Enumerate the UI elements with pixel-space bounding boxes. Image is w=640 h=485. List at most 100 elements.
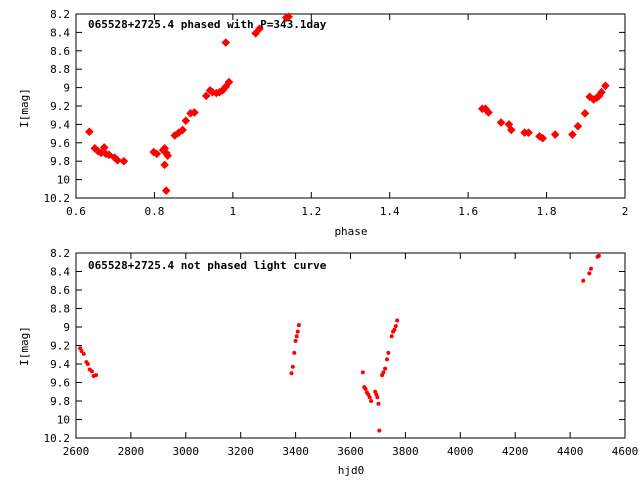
x-tick-label: 1.8 [537, 205, 557, 218]
data-point [369, 399, 374, 403]
data-point [360, 370, 365, 375]
x-tick-label: 2800 [118, 445, 145, 458]
data-point [389, 334, 394, 339]
data-point [367, 395, 372, 400]
data-point [377, 428, 382, 433]
y-tick-label: 9.2 [50, 340, 70, 353]
phased-light-curve-panel: 8.2 8.4 8.6 8.8 9 9.2 9.4 9.6 9.8 10 10.2 0.6 0.8 1 1… [18, 8, 628, 238]
data-point [293, 338, 298, 343]
data-point [393, 324, 398, 329]
x-tick-label: 1.6 [458, 205, 478, 218]
x-axis-label: hjd0 [338, 464, 365, 477]
data-point [580, 109, 590, 118]
x-tick-label: 0.6 [66, 205, 86, 218]
x-tick-label: 3800 [392, 445, 419, 458]
y-tick-label: 9.6 [50, 377, 70, 390]
data-point [597, 87, 606, 97]
data-point [81, 351, 86, 356]
data-point [190, 108, 199, 117]
data-point [161, 186, 171, 195]
data-point [221, 38, 231, 47]
data-point [601, 81, 610, 91]
x-axis-label: phase [334, 225, 367, 238]
y-tick-label: 8.8 [50, 63, 70, 76]
y-tick-label: 9.8 [50, 155, 70, 168]
y-tick-label: 8.6 [50, 284, 70, 297]
plot-frame [75, 13, 626, 199]
y-tick-label: 8.2 [50, 8, 70, 21]
data-point [568, 130, 577, 139]
x-tick-label: 3600 [337, 445, 364, 458]
plot-frame [75, 252, 626, 439]
data-point [290, 364, 295, 369]
data-points [85, 12, 610, 195]
data-point [596, 253, 601, 258]
y-tick-label: 8.4 [50, 26, 70, 39]
y-axis-ticks: 8.2 8.4 8.6 8.8 9 9.2 9.4 9.6 9.8 10 10.2 [44, 8, 625, 205]
unphased-light-curve-panel: 8.2 8.4 8.6 8.8 9 9.2 9.4 9.6 9.8 10 10.2 2600 2800… [18, 247, 638, 477]
x-tick-label: 4400 [557, 445, 584, 458]
y-tick-label: 10.2 [44, 432, 71, 445]
data-point [381, 370, 386, 375]
data-point [99, 143, 109, 152]
y-tick-label: 10 [57, 414, 70, 427]
data-point [251, 29, 260, 38]
data-point [550, 130, 560, 139]
data-point [294, 334, 299, 339]
y-tick-label: 9 [63, 321, 70, 334]
data-point [588, 266, 593, 271]
y-tick-label: 9.2 [50, 100, 70, 113]
y-tick-label: 8.4 [50, 266, 70, 279]
data-point [383, 366, 388, 371]
x-tick-label: 2 [622, 205, 629, 218]
data-point [152, 149, 162, 159]
data-point [363, 386, 368, 391]
data-point [506, 125, 516, 135]
data-point [292, 350, 297, 355]
x-tick-label: 1 [230, 205, 237, 218]
data-point [255, 24, 264, 34]
data-point [376, 401, 381, 406]
data-point [224, 77, 234, 87]
data-point [392, 327, 397, 332]
y-tick-label: 9.4 [50, 118, 70, 131]
data-point [524, 128, 533, 137]
data-point [178, 125, 187, 135]
y-tick-label: 9.8 [50, 395, 70, 408]
data-point [295, 329, 300, 334]
y-axis-label: I[mag] [18, 326, 31, 366]
x-tick-label: 4600 [612, 445, 639, 458]
data-point [587, 271, 592, 276]
y-tick-label: 9.4 [50, 358, 70, 371]
data-point [395, 318, 400, 323]
y-tick-label: 8.6 [50, 45, 70, 58]
data-points [78, 253, 601, 433]
data-point [85, 127, 94, 137]
data-point [385, 357, 390, 362]
x-tick-label: 1.4 [380, 205, 400, 218]
x-tick-label: 3400 [282, 445, 309, 458]
data-point [85, 362, 90, 366]
x-tick-label: 3200 [227, 445, 254, 458]
data-point [581, 278, 586, 283]
chart-title: 065528+2725.4 not phased light curve [88, 259, 327, 272]
x-tick-label: 2600 [63, 445, 90, 458]
data-point [484, 108, 493, 117]
x-axis-ticks: 0.6 0.8 1 1.2 1.4 1.6 1.8 2 [66, 14, 628, 218]
data-point [375, 395, 380, 400]
chart-title: 065528+2725.4 phased with P=343.1day [88, 18, 327, 31]
x-axis-ticks: 2600 2800 3000 3200 3400 3600 3800 4000 4200 4400… [63, 253, 639, 458]
y-tick-label: 10 [57, 174, 70, 187]
data-point [113, 155, 122, 165]
data-point [289, 371, 294, 376]
y-axis-label: I[mag] [18, 88, 31, 128]
data-point [79, 349, 84, 354]
x-tick-label: 1.2 [301, 205, 321, 218]
x-tick-label: 4000 [447, 445, 474, 458]
y-tick-label: 8.8 [50, 303, 70, 316]
data-point [573, 121, 583, 131]
data-point [163, 151, 173, 160]
y-tick-label: 8.2 [50, 247, 70, 260]
data-point [538, 133, 547, 143]
